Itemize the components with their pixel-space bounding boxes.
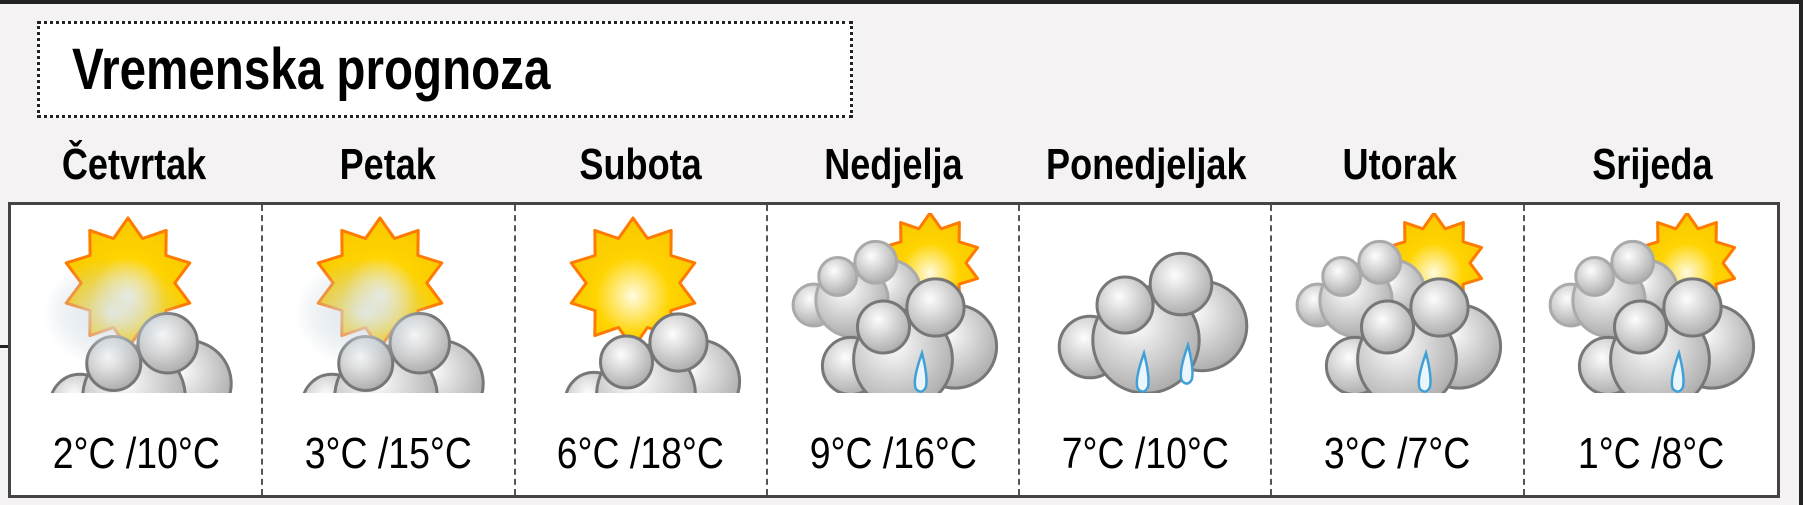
day-name: Petak [339,140,436,189]
temperature-text: 6°C /18°C [557,429,725,478]
sun-cloud-fog-icon [43,216,233,393]
cloud-rain-icon [1057,251,1249,393]
temperature-text: 3°C /15°C [304,429,472,478]
temperature-range: 2°C /10°C [11,429,261,479]
cloud-shape [1325,277,1503,393]
cloud-shape [820,277,998,393]
sun-clouds-rain-icon [1548,213,1755,393]
forecast-cell: 9°C /16°C [768,205,1021,495]
forecast-cell: 3°C /15°C [263,205,516,495]
day-header: Utorak [1273,140,1526,200]
temperature-text: 7°C /10°C [1061,429,1229,478]
day-header: Nedjelja [767,140,1020,200]
temperature-range: 3°C /15°C [263,429,513,479]
forecast-cell: 6°C /18°C [516,205,768,495]
cloud-shape [1577,277,1755,393]
forecast-cell: 2°C /10°C [11,205,264,495]
day-header: Ponedjeljak [1020,140,1273,200]
sun-clouds-rain-icon [1296,213,1503,393]
cloud-shape [1057,251,1249,393]
left-mark [0,345,8,348]
temperature-range: 7°C /10°C [1020,429,1270,479]
day-header: Srijeda [1526,140,1779,200]
day-headers: Četvrtak Petak Subota Nedjelja Ponedjeljak Ut… [8,140,1780,200]
sun-clouds-rain-icon [791,213,998,393]
forecast-table: 2°C /10°C 3°C /15°C 6°C /18°C 9°C /16°C 7°C … [8,202,1780,498]
temperature-text: 3°C /7°C [1324,429,1471,478]
forecast-cell: 7°C /10°C [1020,205,1273,495]
partly-cloudy-icon [564,216,741,393]
right-border [1799,0,1803,505]
day-header: Subota [514,140,767,200]
day-name: Subota [579,140,702,189]
rain-drop [1418,348,1433,393]
day-name: Srijeda [1592,140,1713,189]
day-header: Petak [261,140,514,200]
sun-cloud-fog-icon [295,216,485,393]
rain-drop [1179,340,1194,385]
day-header: Četvrtak [8,140,261,200]
rain-drop [1135,348,1150,393]
temperature-range: 9°C /16°C [768,429,1018,479]
forecast-cell: 1°C /8°C [1525,205,1777,495]
rain-drop [1670,348,1685,393]
day-name: Četvrtak [62,140,207,189]
day-name: Nedjelja [824,140,963,189]
cloud-shape [1548,239,1679,338]
page-title: Vremenska prognoza [72,37,551,102]
temperature-range: 1°C /8°C [1525,429,1777,479]
temperature-text: 1°C /8°C [1577,429,1724,478]
temperature-text: 2°C /10°C [52,429,220,478]
temperature-range: 3°C /7°C [1272,429,1522,479]
top-border [0,0,1803,4]
cloud-shape [564,312,741,393]
rain-drop [913,348,928,393]
day-name: Ponedjeljak [1046,140,1247,189]
day-name: Utorak [1342,140,1457,189]
temperature-text: 9°C /16°C [809,429,977,478]
temperature-range: 6°C /18°C [516,429,766,479]
title-box: Vremenska prognoza [37,21,853,118]
forecast-cell: 3°C /7°C [1272,205,1525,495]
